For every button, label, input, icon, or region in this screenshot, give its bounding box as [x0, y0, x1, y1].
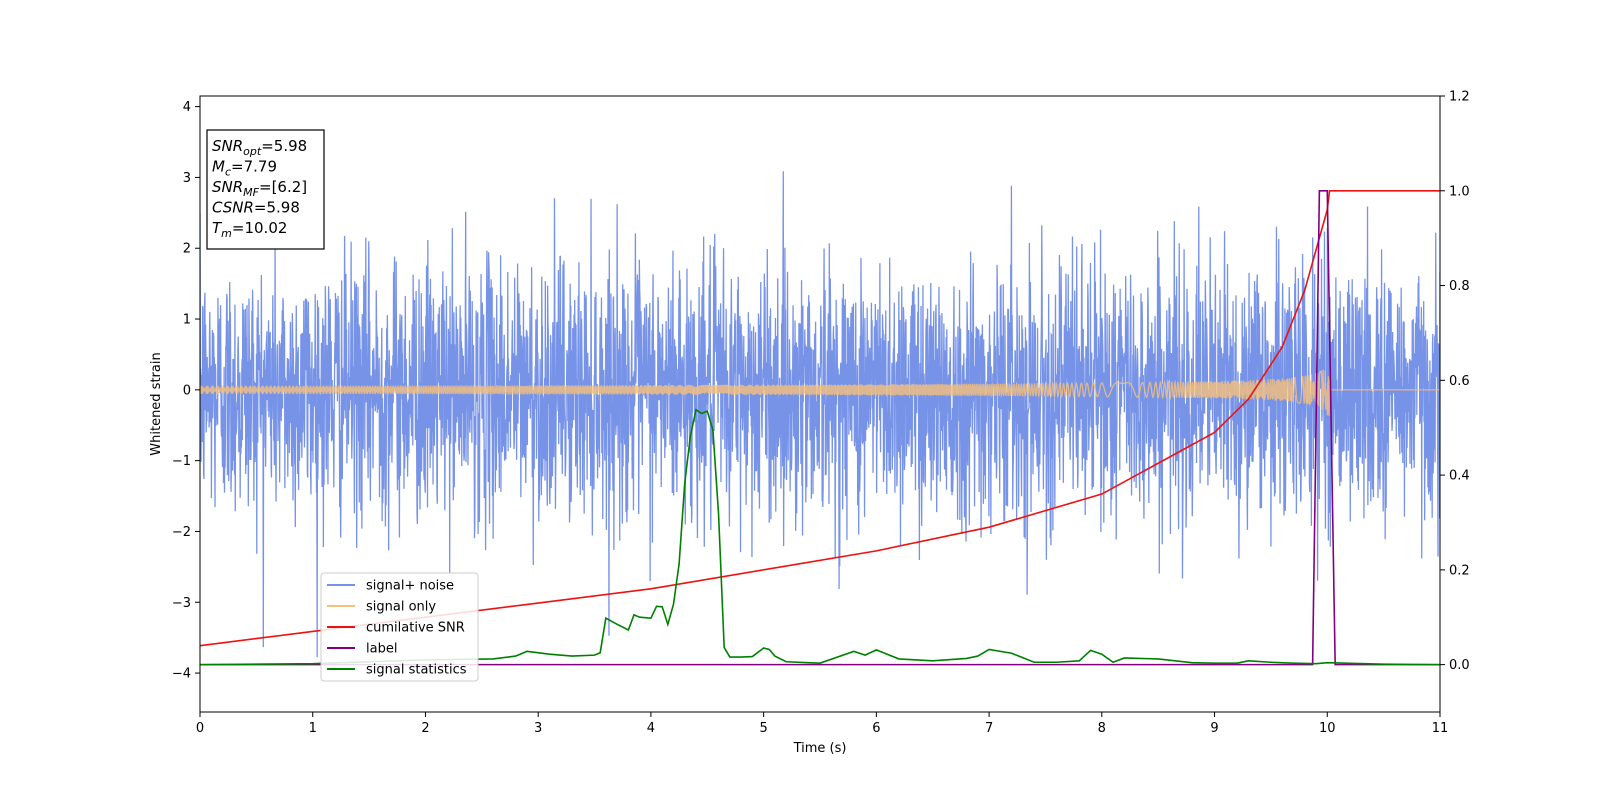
y-left-tick-label-0: 0 — [183, 383, 191, 398]
cumilative-snr-line — [200, 189, 1440, 647]
label-line — [200, 189, 1440, 666]
signal-noise-line — [200, 171, 1440, 658]
y-left-tick-label-4: 4 — [183, 100, 191, 115]
x-tick-label-8: 8 — [1098, 721, 1106, 736]
legend: signal+ noise signal only cumilative SNR la… — [320, 572, 479, 682]
y-axis-left: −4 −3 −2 −1 0 1 2 3 4 — [172, 100, 200, 682]
y-right-tick-label-1: 0.2 — [1449, 563, 1470, 578]
x-tick-label-6: 6 — [872, 721, 880, 736]
y-axis-label-left: Whitened strain — [149, 352, 164, 455]
x-tick-label-7: 7 — [985, 721, 993, 736]
x-tick-label-10: 10 — [1319, 721, 1336, 736]
y-left-tick-label--1: −1 — [172, 454, 191, 469]
info-line-2: Mc=7.79 — [212, 158, 277, 179]
legend-signal-noise-label: signal+ noise — [366, 579, 454, 594]
y-right-tick-label-5: 1.0 — [1449, 184, 1470, 199]
y-axis-right: 0.0 0.2 0.4 0.6 0.8 1.0 1.2 — [1440, 90, 1470, 673]
info-line-3: SNRMF=[6.2] — [212, 178, 307, 199]
y-left-tick-label--4: −4 — [172, 667, 191, 682]
y-right-tick-label-6: 1.2 — [1449, 90, 1470, 105]
y-left-tick-label--2: −2 — [172, 525, 191, 540]
x-axis-label: Time (s) — [793, 741, 847, 756]
x-tick-label-9: 9 — [1210, 721, 1218, 736]
legend-frame — [320, 572, 479, 682]
x-tick-label-0: 0 — [196, 721, 204, 736]
plot-frame — [199, 95, 1441, 713]
x-tick-label-4: 4 — [647, 721, 655, 736]
x-tick-label-1: 1 — [309, 721, 317, 736]
y-right-tick-label-3: 0.6 — [1449, 374, 1470, 389]
x-tick-label-5: 5 — [759, 721, 767, 736]
y-right-tick-label-0: 0.0 — [1449, 658, 1470, 673]
legend-signal-only-label: signal only — [366, 600, 436, 615]
x-tick-label-11: 11 — [1432, 721, 1449, 736]
info-line-5: Tm=10.02 — [212, 219, 287, 240]
x-tick-label-3: 3 — [534, 721, 542, 736]
y-left-tick-label-1: 1 — [183, 313, 191, 328]
y-right-tick-label-4: 0.8 — [1449, 279, 1470, 294]
info-line-1: SNRopt=5.98 — [212, 137, 307, 158]
info-line-4: CSNR=5.98 — [212, 199, 300, 217]
signal-statistics-line — [200, 408, 1440, 666]
legend-cumilative-snr-label: cumilative SNR — [366, 621, 465, 636]
series-layer — [200, 171, 1440, 666]
legend-label-label: label — [366, 642, 397, 657]
info-box-frame — [206, 129, 325, 250]
y-left-tick-label--3: −3 — [172, 596, 191, 611]
y-left-tick-label-2: 2 — [183, 242, 191, 257]
legend-signal-statistics-label: signal statistics — [366, 663, 467, 678]
signal-only-line — [200, 369, 1440, 416]
y-right-tick-label-2: 0.4 — [1449, 469, 1470, 484]
x-axis: 0 1 2 3 4 5 6 7 8 9 10 11 — [196, 712, 1448, 736]
y-left-tick-label-3: 3 — [183, 171, 191, 186]
x-tick-label-2: 2 — [421, 721, 429, 736]
